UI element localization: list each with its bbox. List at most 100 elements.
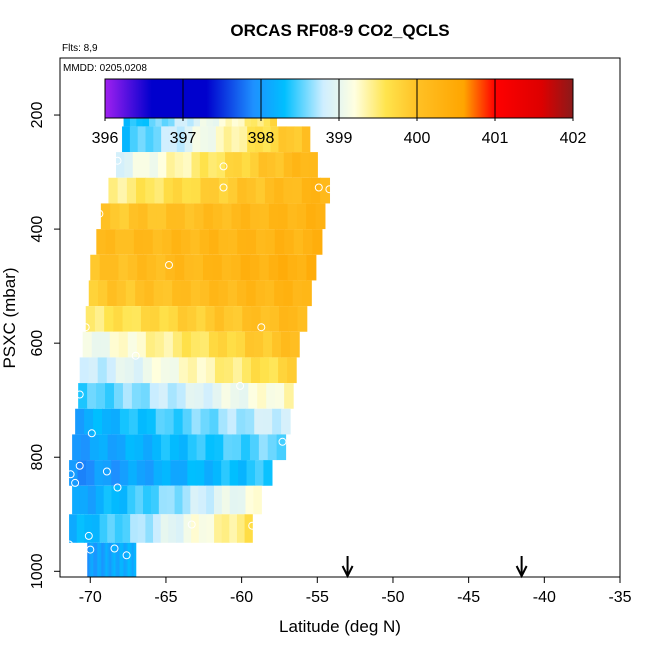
heatmap-cell	[129, 542, 133, 577]
heatmap-cell	[237, 177, 248, 204]
heatmap-cell	[160, 357, 171, 384]
heatmap-cell	[101, 542, 104, 577]
heatmap-cell	[232, 434, 242, 461]
heatmap-cell	[131, 306, 142, 332]
heatmap-cell	[287, 203, 298, 230]
heatmap-cell	[193, 254, 204, 281]
heatmap-cell	[137, 408, 148, 435]
heatmap-cell	[214, 306, 225, 332]
heatmap-cell	[233, 152, 243, 178]
heatmap-cell	[231, 126, 240, 153]
heatmap-band	[116, 152, 318, 178]
heatmap-cell	[123, 542, 127, 577]
heatmap-cell	[239, 126, 248, 153]
heatmap-cell	[251, 357, 261, 384]
heatmap-cell	[153, 126, 162, 153]
heatmap-cell	[96, 229, 107, 255]
heatmap-cell	[310, 177, 321, 204]
heatmap-cell	[199, 152, 209, 178]
heatmap-cell	[102, 408, 112, 435]
heatmap-cell	[170, 460, 180, 486]
heatmap-cell	[162, 280, 173, 307]
heatmap-cell	[182, 408, 193, 435]
heatmap-cell	[263, 408, 273, 435]
heatmap-cell	[244, 514, 253, 543]
heatmap-cell	[281, 331, 291, 358]
heatmap-cell	[274, 229, 285, 255]
heatmap-cell	[105, 383, 115, 409]
heatmap-cell	[203, 203, 214, 230]
heatmap-cell	[270, 126, 280, 153]
heatmap-cell	[200, 126, 209, 153]
flights-label: Flts: 8,9	[62, 43, 98, 54]
heatmap-cell	[296, 254, 307, 281]
heatmap-cell	[160, 514, 169, 543]
heatmap-cell	[191, 177, 202, 204]
heatmap-cell	[266, 152, 276, 178]
plot-frame	[59, 57, 621, 578]
heatmap-cell	[240, 254, 251, 281]
heatmap-cell	[218, 229, 229, 255]
heatmap-cell	[77, 460, 87, 486]
heatmap-cell	[221, 383, 231, 409]
heatmap-band	[72, 485, 262, 515]
heatmap-cell	[152, 434, 162, 461]
x-tick-label: -55	[306, 589, 329, 606]
chart-title: ORCAS RF08-9 CO2_QCLS	[230, 21, 449, 40]
sample-point	[113, 483, 122, 492]
heatmap-cell	[190, 331, 201, 358]
heatmap-cell	[125, 542, 129, 577]
heatmap-cell	[136, 460, 146, 486]
heatmap-band	[88, 280, 312, 307]
heatmap-cell	[82, 331, 93, 358]
heatmap-cell	[236, 514, 246, 543]
heatmap-cell	[145, 177, 156, 204]
heatmap-cell	[209, 280, 220, 307]
heatmap-cell	[145, 460, 155, 486]
heatmap-cell	[301, 126, 311, 153]
heatmap-cell	[145, 331, 156, 358]
sample-point	[66, 470, 75, 479]
heatmap-cell	[257, 383, 267, 409]
heatmap-cell	[95, 542, 98, 577]
heatmap-band	[69, 460, 273, 486]
colorbar-tick-label: 396	[92, 130, 119, 147]
heatmap-cell	[126, 177, 137, 204]
x-tick-label: -65	[154, 589, 177, 606]
heatmap-cell	[169, 357, 180, 384]
heatmap-cell	[287, 357, 297, 384]
x-axis: -70 -65 -60 -55 -50 -45 -40 -35	[79, 577, 632, 606]
heatmap-cell	[143, 229, 154, 255]
heatmap-cell	[260, 306, 271, 332]
heatmap-cell	[94, 460, 104, 486]
heatmap-cell	[308, 152, 318, 178]
heatmap-cell	[236, 331, 246, 358]
heatmap-cell	[253, 485, 262, 515]
heatmap-cell	[140, 306, 151, 332]
heatmap-cell	[306, 203, 317, 230]
x-tick-label: -40	[533, 589, 556, 606]
heatmap-cell	[204, 460, 214, 486]
heatmap-bands	[69, 100, 331, 577]
heatmap-cell	[122, 383, 133, 409]
heatmap-cell	[72, 485, 81, 515]
heatmap-cell	[242, 306, 253, 332]
heatmap-cell	[187, 434, 198, 461]
heatmap-cell	[200, 177, 211, 204]
heatmap-cell	[190, 280, 201, 307]
heatmap-cell	[206, 485, 215, 515]
heatmap-cell	[195, 460, 205, 486]
heatmap-cell	[116, 280, 127, 307]
heatmap-cell	[209, 177, 220, 204]
heatmap-cell	[240, 203, 251, 230]
heatmap-cell	[241, 434, 251, 461]
heatmap-cell	[214, 485, 223, 515]
heatmap-cell	[172, 331, 183, 358]
heatmap-cell	[221, 485, 231, 515]
heatmap-cell	[246, 177, 257, 204]
heatmap-cell	[176, 126, 186, 153]
heatmap-cell	[265, 229, 276, 255]
heatmap-cell	[119, 460, 129, 486]
x-axis-label: Latitude (deg N)	[279, 617, 401, 636]
